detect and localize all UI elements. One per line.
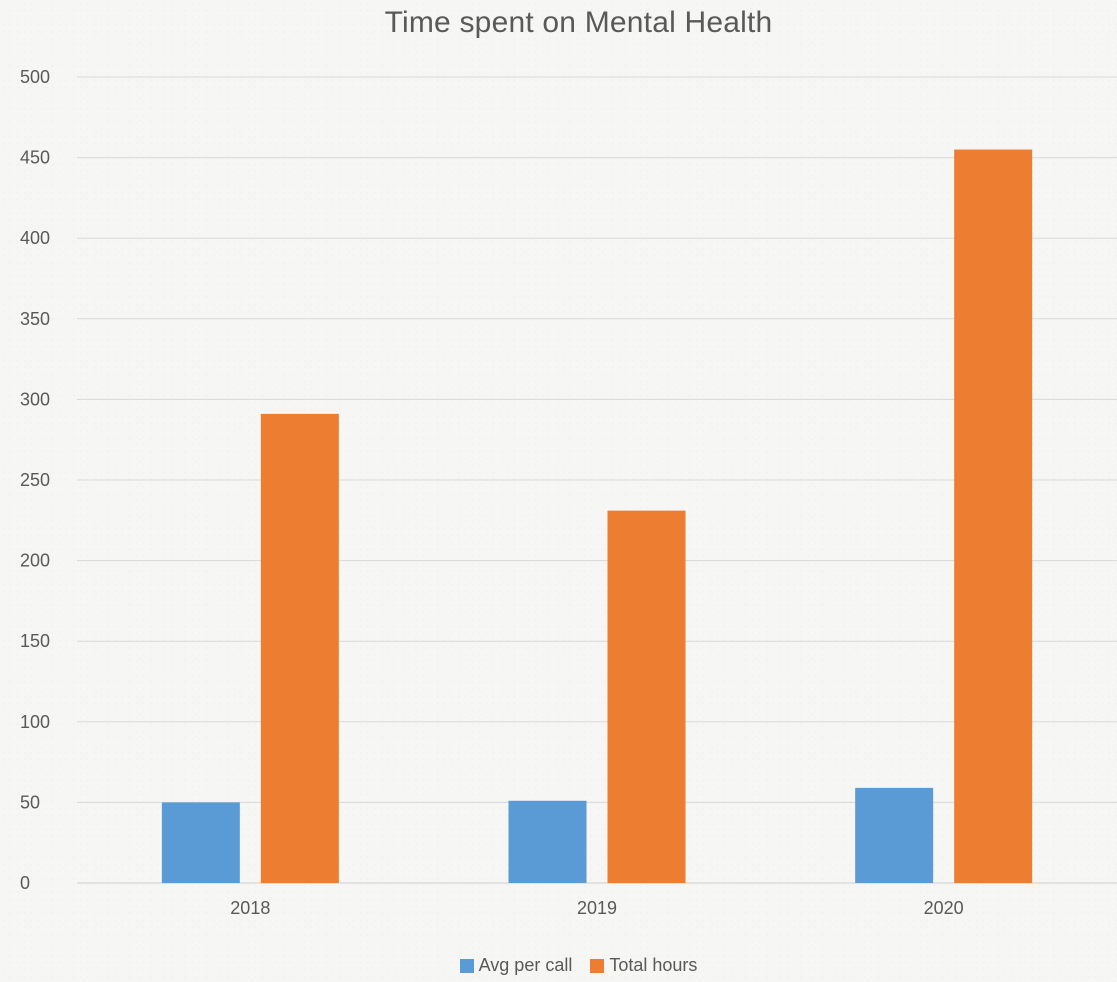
- y-tick-label: 250: [20, 470, 50, 490]
- legend-label: Total hours: [609, 955, 698, 975]
- y-tick-label: 0: [20, 873, 30, 893]
- y-tick-label: 50: [20, 792, 40, 812]
- y-tick-label: 150: [20, 631, 50, 651]
- y-tick-label: 300: [20, 389, 50, 409]
- y-tick-label: 200: [20, 551, 50, 571]
- y-tick-label: 450: [20, 148, 50, 168]
- bar-avg-per-call-2019: [508, 800, 587, 883]
- bar-total-hours-2019: [607, 510, 686, 883]
- legend-item: Total hours: [590, 955, 697, 976]
- bar-avg-per-call-2020: [855, 787, 934, 883]
- y-tick-label: 100: [20, 712, 50, 732]
- y-tick-label: 500: [20, 67, 50, 87]
- legend-swatch: [459, 958, 474, 973]
- bar-avg-per-call-2018: [161, 802, 240, 883]
- bar-total-hours-2020: [954, 149, 1033, 884]
- bar-chart: 0 50 100 150 200 250 300 350 400 450 500 2018 2019 20…: [20, 67, 1117, 918]
- x-tick-label: 2019: [577, 898, 617, 918]
- legend-item: Avg per call: [459, 955, 573, 976]
- bar-total-hours-2018: [260, 413, 339, 883]
- x-tick-label: 2020: [924, 898, 964, 918]
- legend: Avg per call Total hours: [0, 955, 1117, 976]
- x-tick-label: 2018: [230, 898, 270, 918]
- chart-title: Time spent on Mental Health: [384, 6, 773, 39]
- legend-label: Avg per call: [478, 955, 573, 975]
- y-tick-label: 350: [20, 309, 50, 329]
- y-tick-label: 400: [20, 228, 50, 248]
- legend-swatch: [590, 958, 605, 973]
